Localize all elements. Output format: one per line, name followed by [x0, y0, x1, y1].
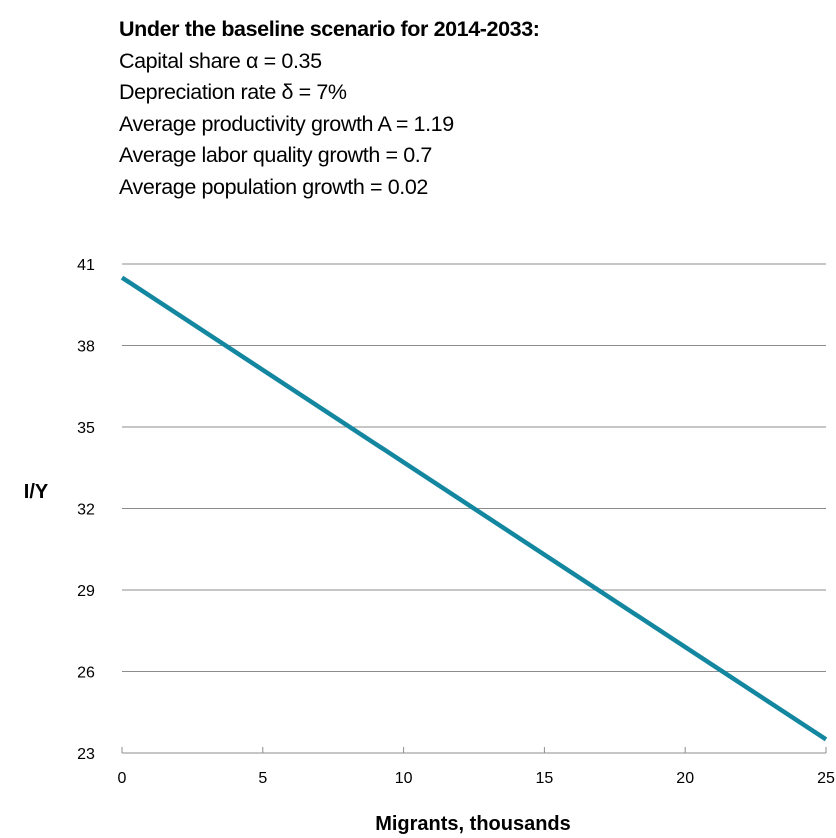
note-population-growth: Average population growth = 0.02	[119, 174, 428, 199]
note-productivity-growth: Average productivity growth A = 1.19	[119, 111, 454, 136]
y-tick-label: 32	[77, 502, 95, 519]
scenario-heading: Under the baseline scenario for 2014-203…	[119, 17, 540, 41]
y-tick-label: 26	[77, 665, 95, 682]
note-labor-quality-growth: Average labor quality growth = 0.7	[119, 143, 432, 167]
gridlines	[122, 263, 826, 672]
y-tick-label: 41	[77, 257, 95, 274]
series-line-1	[120, 275, 828, 742]
x-tick-label: 0	[118, 770, 127, 787]
x-tick-label: 5	[258, 770, 267, 787]
scenario-notes: Under the baseline scenario for 2014-203…	[119, 14, 759, 203]
y-tick-label: 29	[77, 583, 95, 600]
x-tick-label: 15	[536, 770, 554, 787]
y-tick-label: 38	[77, 339, 95, 356]
x-tick-label: 20	[676, 770, 694, 787]
x-axis	[121, 747, 827, 754]
x-tick-label: 25	[817, 770, 835, 787]
note-capital-share: Capital share α = 0.35	[119, 48, 322, 73]
x-tick-label: 10	[395, 770, 413, 787]
x-axis-title: Migrants, thousands	[375, 813, 571, 835]
y-tick-label: 23	[77, 746, 95, 763]
series-layer	[120, 275, 828, 742]
note-depreciation-rate: Depreciation rate δ = 7%	[119, 80, 347, 104]
y-tick-label: 35	[77, 420, 95, 437]
tick-labels: 0 5 10 15 20 25 23 26 29 32 35 38 41	[77, 257, 835, 787]
y-axis-title: I/Y	[24, 481, 49, 503]
